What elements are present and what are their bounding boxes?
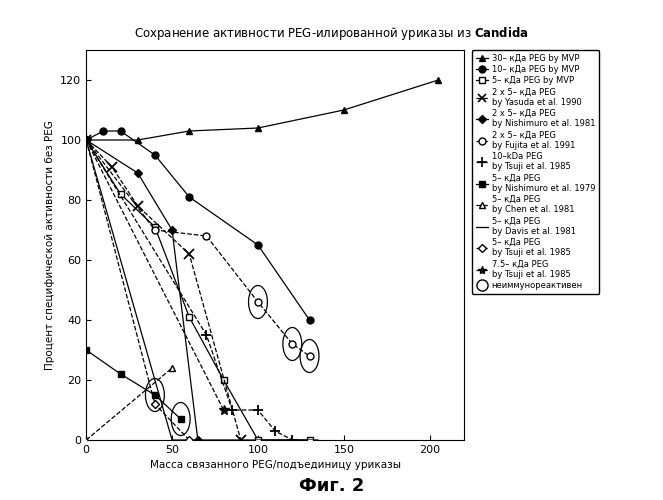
Text: Сохранение активности PEG-илированной уриказы из $\bf{Candida}$: Сохранение активности PEG-илированной ур… (134, 25, 529, 42)
X-axis label: Масса связанного PEG/подъединицу уриказы: Масса связанного PEG/подъединицу уриказы (150, 460, 400, 470)
Text: Фиг. 2: Фиг. 2 (299, 477, 364, 495)
Y-axis label: Процент специфической активности без PEG: Процент специфической активности без PEG (44, 120, 54, 370)
Legend: 30– кДа PEG by MVP, 10– кДа PEG by MVP, 5– кДа PEG by MVP, 2 x 5– кДа PEG
by Yas: 30– кДа PEG by MVP, 10– кДа PEG by MVP, … (471, 50, 599, 294)
